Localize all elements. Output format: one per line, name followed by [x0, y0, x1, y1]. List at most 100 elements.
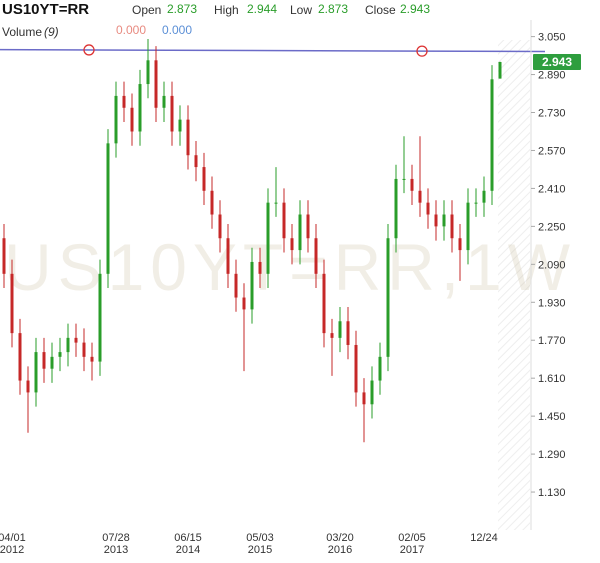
watermark: US10YT=RR,1W — [4, 230, 571, 304]
candle-body — [394, 178, 398, 239]
close-value: 2.943 — [400, 2, 430, 16]
candle-body — [114, 95, 118, 144]
y-tick-label: 1.770 — [538, 335, 566, 347]
candle-body — [362, 392, 366, 405]
candle-body — [218, 214, 222, 239]
candle-body — [314, 238, 318, 274]
trendline-anchor[interactable] — [416, 45, 428, 57]
candle-body — [418, 190, 422, 203]
candle-body — [74, 337, 78, 343]
high-value: 2.944 — [247, 2, 277, 16]
x-tick-label: 06/15 — [174, 532, 202, 544]
y-tick-label: 1.930 — [538, 297, 566, 309]
candle-body — [274, 202, 278, 204]
candle-body — [226, 238, 230, 274]
y-tick-label: 2.890 — [538, 70, 566, 82]
open-label: Open — [132, 3, 161, 17]
candle-body — [338, 321, 342, 338]
candle-body — [370, 380, 374, 405]
candle-body — [58, 352, 62, 357]
candle-body — [474, 202, 478, 204]
y-tick-label: 3.050 — [538, 32, 566, 44]
x-tick-year: 2016 — [328, 544, 352, 556]
candle-body — [410, 178, 414, 191]
volume-value: 0.000 — [162, 23, 192, 37]
candle-body — [330, 333, 334, 338]
low-value: 2.873 — [318, 2, 348, 16]
candle-body — [122, 95, 126, 108]
candle-body — [234, 273, 238, 298]
candle-body — [346, 321, 350, 345]
candle-body — [466, 202, 470, 251]
volume-label: Volume — [2, 25, 42, 39]
candle-body — [186, 119, 190, 156]
candle-body — [490, 79, 494, 191]
candle-body — [162, 95, 166, 108]
plot — [0, 38, 546, 443]
high-label: High — [214, 3, 239, 17]
volume-period: (9) — [44, 25, 59, 39]
candle-body — [298, 214, 302, 251]
x-tick-label: 04/01 — [0, 532, 26, 544]
trendline-anchor[interactable] — [83, 44, 95, 56]
y-tick-label: 1.450 — [538, 411, 566, 423]
candle-body — [82, 342, 86, 357]
candle-body — [178, 119, 182, 132]
candle-body — [442, 214, 446, 227]
candle-body — [2, 238, 6, 274]
candle-body — [106, 143, 110, 274]
candle-body — [210, 190, 214, 215]
candle-body — [306, 214, 310, 239]
candle-body — [98, 273, 102, 362]
y-tick-label: 1.130 — [538, 487, 566, 499]
candle-body — [34, 352, 38, 393]
y-tick-label: 2.410 — [538, 183, 566, 195]
candle-body — [154, 60, 158, 108]
candle-body — [258, 261, 262, 274]
candle-body — [50, 356, 54, 369]
candle-body — [146, 60, 150, 85]
candle-body — [202, 167, 206, 191]
last-price-label: 2.943 — [542, 55, 572, 69]
last-price-tag — [533, 53, 581, 70]
future-area — [498, 40, 530, 530]
candle-body — [66, 337, 70, 353]
x-tick-year: 2015 — [248, 544, 272, 556]
x-tick-label: 05/03 — [246, 532, 274, 544]
y-tick-label: 2.570 — [538, 145, 566, 157]
candle-body — [402, 178, 406, 180]
candle-body — [386, 238, 390, 357]
candle-body — [250, 261, 254, 310]
x-tick-label: 02/05 — [398, 532, 426, 544]
candle-body — [322, 273, 326, 334]
candle-body — [450, 214, 454, 239]
candle-body — [458, 238, 462, 251]
candle-body — [378, 356, 382, 381]
low-label: Low — [290, 3, 312, 17]
candle-body — [130, 107, 134, 132]
candle-body — [42, 352, 46, 369]
candle-body — [482, 190, 486, 203]
candle-body — [242, 297, 246, 310]
candle-body — [90, 356, 94, 362]
open-value: 2.873 — [167, 2, 197, 16]
candle-body — [290, 238, 294, 251]
y-tick-label: 1.610 — [538, 373, 566, 385]
candle-body — [10, 273, 14, 334]
x-tick-label: 03/20 — [326, 532, 354, 544]
y-tick-label: 1.290 — [538, 449, 566, 461]
x-tick-year: 2013 — [104, 544, 128, 556]
x-tick-label: 07/28 — [102, 532, 130, 544]
candle-body — [26, 380, 30, 393]
x-tick-label: 12/24 — [470, 532, 498, 544]
volume-value: 0.000 — [116, 23, 146, 37]
x-tick-year: 2012 — [0, 544, 24, 556]
candle-body — [354, 344, 358, 393]
symbol: US10YT=RR — [2, 1, 89, 18]
y-tick-label: 2.250 — [538, 221, 566, 233]
y-tick-label: 2.730 — [538, 108, 566, 120]
candle-body — [138, 84, 142, 132]
candle-body — [498, 61, 502, 79]
candle-body — [282, 202, 286, 239]
